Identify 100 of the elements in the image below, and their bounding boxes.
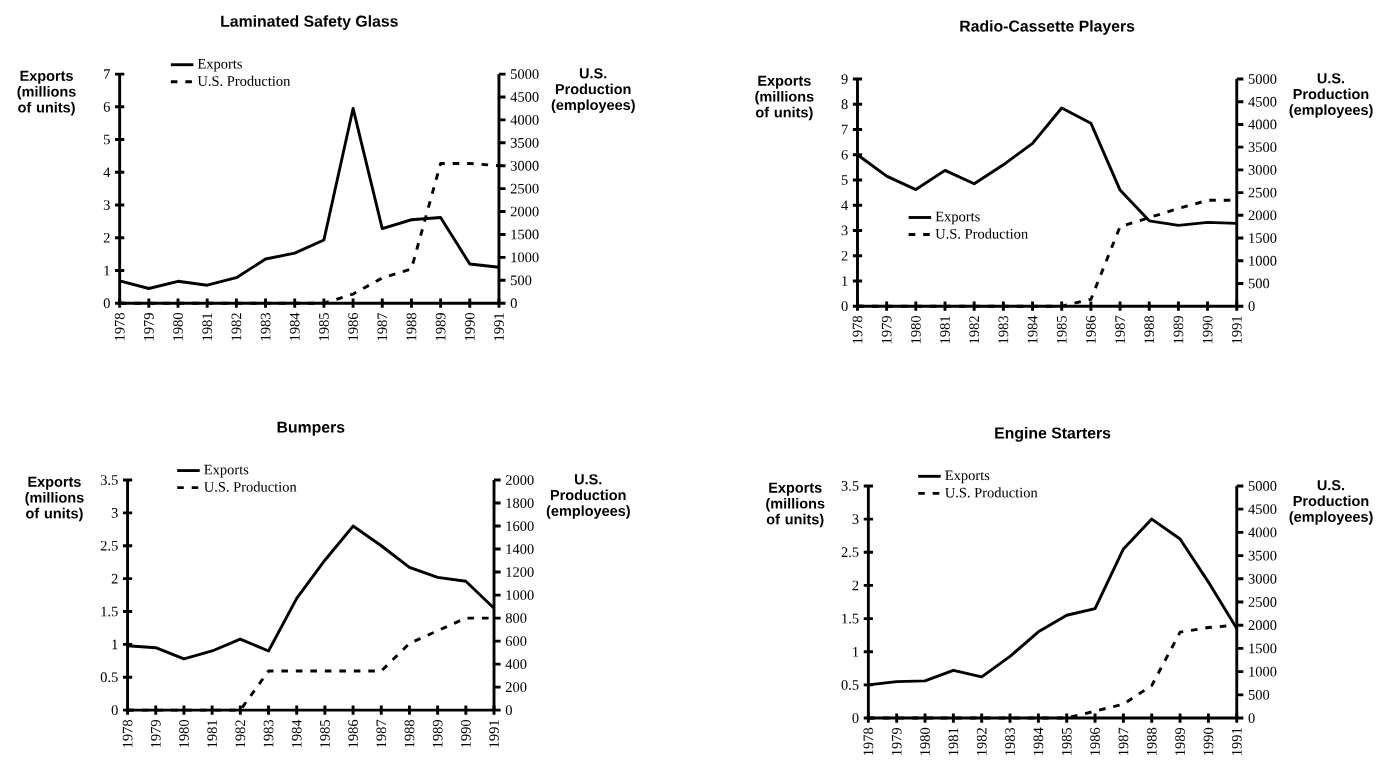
y2-tick-label: 4000 bbox=[1248, 119, 1277, 130]
y2-tick-label: 1200 bbox=[506, 567, 534, 578]
x-tick-label: 1981 bbox=[207, 720, 218, 748]
x-tick-label: 1986 bbox=[348, 313, 358, 341]
x-tick-label: 1989 bbox=[435, 313, 446, 341]
x-tick-label: 1982 bbox=[969, 316, 980, 344]
x-tick-label: 1983 bbox=[1005, 728, 1015, 756]
y-tick-label: 2.5 bbox=[841, 547, 859, 558]
y2-tick-label: 0 bbox=[505, 705, 512, 716]
y-tick-label: 4 bbox=[103, 167, 111, 178]
y-tick-label: 3.5 bbox=[841, 481, 859, 492]
x-tick-label: 1985 bbox=[1056, 316, 1067, 344]
y2-tick-label: 1600 bbox=[506, 521, 534, 532]
y-tick-label: 2 bbox=[103, 233, 110, 243]
legend-label: U.S. Production bbox=[935, 228, 1028, 239]
x-tick-label: 1988 bbox=[1144, 316, 1155, 344]
y-axis-title: Exports (millions of units) bbox=[766, 482, 825, 528]
y2-axis-title: U.S. Production (employees) bbox=[1289, 480, 1373, 526]
x-tick-label: 1990 bbox=[464, 313, 475, 341]
x-tick-label: 1978 bbox=[122, 720, 133, 748]
y2-tick-label: 1000 bbox=[506, 590, 534, 601]
x-tick-label: 1986 bbox=[1086, 316, 1096, 344]
x-tick-label: 1978 bbox=[863, 728, 874, 756]
x-tick-label: 1981 bbox=[202, 313, 213, 341]
y-tick-label: 7 bbox=[841, 125, 848, 135]
x-tick-label: 1979 bbox=[891, 728, 902, 756]
y2-tick-label: 0 bbox=[510, 298, 517, 309]
y2-tick-label: 1000 bbox=[1249, 256, 1277, 266]
y2-tick-label: 800 bbox=[505, 613, 527, 624]
y-tick-label: 3 bbox=[103, 200, 110, 211]
x-tick-label: 1986 bbox=[1090, 727, 1100, 756]
x-tick-label: 1980 bbox=[920, 728, 930, 756]
y2-tick-label: 1500 bbox=[511, 229, 539, 240]
x-tick-label: 1983 bbox=[260, 313, 271, 341]
y2-tick-label: 3000 bbox=[1248, 574, 1277, 584]
x-tick-label: 1987 bbox=[377, 313, 388, 341]
y2-axis-title: U.S. Production (employees) bbox=[546, 474, 630, 520]
x-tick-label: 1980 bbox=[173, 313, 183, 341]
x-tick-label: 1981 bbox=[948, 728, 959, 756]
x-tick-label: 1979 bbox=[150, 720, 161, 748]
y2-tick-label: 2500 bbox=[1248, 597, 1277, 608]
x-tick-label: 1982 bbox=[976, 728, 987, 756]
y2-tick-label: 200 bbox=[505, 682, 527, 693]
y-tick-label: 3 bbox=[841, 225, 848, 236]
y-tick-label: 0 bbox=[103, 298, 110, 309]
y-axis-title: Exports (millions of units) bbox=[755, 76, 814, 121]
x-tick-label: 1978 bbox=[114, 313, 125, 341]
y-tick-label: 2 bbox=[841, 251, 848, 261]
y2-tick-label: 2500 bbox=[1248, 187, 1277, 198]
y2-tick-label: 1500 bbox=[1249, 233, 1277, 244]
y-tick-label: 6 bbox=[841, 150, 848, 160]
chart-title: Radio-Cassette Players bbox=[960, 20, 1135, 36]
y2-tick-label: 4500 bbox=[1248, 97, 1277, 107]
y-tick-label: 1.5 bbox=[101, 606, 118, 617]
chart-title: Laminated Safety Glass bbox=[221, 15, 398, 31]
y-tick-label: 1.5 bbox=[842, 613, 859, 624]
y-tick-label: 1 bbox=[853, 647, 859, 657]
y2-tick-label: 5000 bbox=[1248, 481, 1277, 492]
y2-tick-label: 3500 bbox=[1248, 550, 1277, 561]
y2-tick-label: 4500 bbox=[1248, 504, 1277, 515]
x-tick-label: 1988 bbox=[1146, 728, 1157, 756]
x-tick-label: 1984 bbox=[1033, 727, 1044, 756]
y2-tick-label: 2000 bbox=[1248, 620, 1277, 631]
x-tick-label: 1978 bbox=[852, 316, 863, 344]
y-tick-label: 0 bbox=[852, 713, 859, 724]
x-tick-label: 1983 bbox=[998, 316, 1009, 344]
y-tick-label: 4 bbox=[841, 200, 848, 211]
y2-tick-label: 3000 bbox=[510, 161, 539, 171]
x-tick-label: 1987 bbox=[1118, 727, 1129, 756]
y2-tick-label: 5000 bbox=[511, 69, 539, 80]
y-tick-label: 0 bbox=[111, 705, 118, 716]
y-tick-label: 3 bbox=[111, 508, 118, 519]
y2-tick-label: 1000 bbox=[1249, 667, 1277, 677]
x-tick-label: 1984 bbox=[1027, 315, 1038, 344]
legend-label: U.S. Production bbox=[204, 481, 297, 493]
x-tick-label: 1985 bbox=[320, 720, 330, 748]
x-tick-label: 1988 bbox=[404, 720, 415, 748]
chart-title: Bumpers bbox=[277, 421, 345, 437]
legend-label: Exports bbox=[945, 470, 990, 484]
legend-label: Exports bbox=[204, 465, 249, 478]
legend-label: U.S. Production bbox=[945, 487, 1038, 498]
x-tick-label: 1990 bbox=[1202, 316, 1213, 344]
x-tick-label: 1991 bbox=[1231, 728, 1242, 756]
x-tick-label: 1980 bbox=[179, 720, 189, 748]
x-tick-label: 1987 bbox=[376, 720, 387, 748]
x-tick-label: 1991 bbox=[489, 720, 499, 748]
x-tick-label: 1983 bbox=[263, 720, 274, 748]
y2-axis-title: U.S. Production (employees) bbox=[551, 68, 635, 114]
y-tick-label: 0.5 bbox=[100, 672, 118, 683]
y2-tick-label: 4000 bbox=[1248, 527, 1277, 538]
y2-tick-label: 500 bbox=[511, 275, 532, 286]
y2-tick-label: 3500 bbox=[1248, 142, 1277, 153]
y2-tick-label: 1400 bbox=[506, 544, 534, 555]
y2-tick-label: 2000 bbox=[510, 206, 539, 217]
x-tick-label: 1988 bbox=[406, 313, 417, 341]
y2-tick-label: 3000 bbox=[1248, 165, 1277, 176]
y2-tick-label: 500 bbox=[1248, 690, 1270, 700]
y2-tick-label: 4500 bbox=[510, 92, 539, 103]
y2-tick-label: 400 bbox=[505, 659, 527, 670]
x-tick-label: 1984 bbox=[291, 719, 302, 748]
